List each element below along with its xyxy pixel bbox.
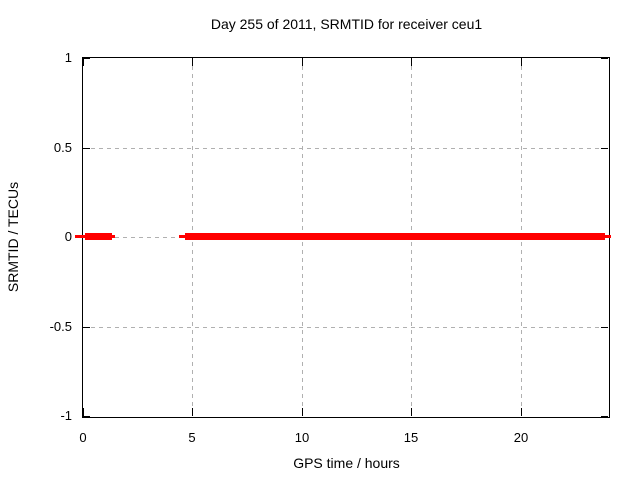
- data-line-segment: [185, 233, 605, 240]
- x-tick-top: [521, 58, 522, 66]
- x-tick-top: [192, 58, 193, 66]
- y-tick-left: [83, 327, 90, 328]
- x-tick-bottom: [192, 408, 193, 416]
- x-tick-label: 5: [188, 430, 196, 445]
- x-tick-label: 10: [294, 430, 310, 445]
- x-tick-bottom: [83, 408, 84, 416]
- y-tick-label: 0.5: [53, 140, 72, 155]
- y-tick-label: -1: [60, 408, 72, 423]
- chart-title: Day 255 of 2011, SRMTID for receiver ceu…: [210, 16, 483, 32]
- y-tick-right: [601, 327, 608, 328]
- x-axis-label: GPS time / hours: [293, 455, 400, 471]
- y-tick-left: [83, 58, 90, 59]
- x-tick-label: 15: [403, 430, 419, 445]
- x-tick-top: [302, 58, 303, 66]
- x-tick-label: 20: [513, 430, 529, 445]
- y-gridline: [83, 148, 608, 149]
- y-tick-right: [601, 148, 608, 149]
- y-tick-left: [83, 416, 90, 417]
- x-tick-bottom: [521, 408, 522, 416]
- y-tick-right: [601, 416, 608, 417]
- y-tick-label: 0: [64, 229, 72, 244]
- y-gridline: [83, 327, 608, 328]
- x-tick-bottom: [302, 408, 303, 416]
- x-tick-label: 0: [79, 430, 87, 445]
- y-tick-label: 1: [64, 50, 72, 65]
- plot-area: [75, 57, 611, 418]
- y-tick-left: [83, 148, 90, 149]
- y-tick-right: [601, 58, 608, 59]
- x-tick-top: [83, 58, 84, 66]
- data-line-segment: [85, 233, 112, 240]
- x-tick-top: [411, 58, 412, 66]
- x-tick-bottom: [411, 408, 412, 416]
- y-tick-label: -0.5: [49, 319, 72, 334]
